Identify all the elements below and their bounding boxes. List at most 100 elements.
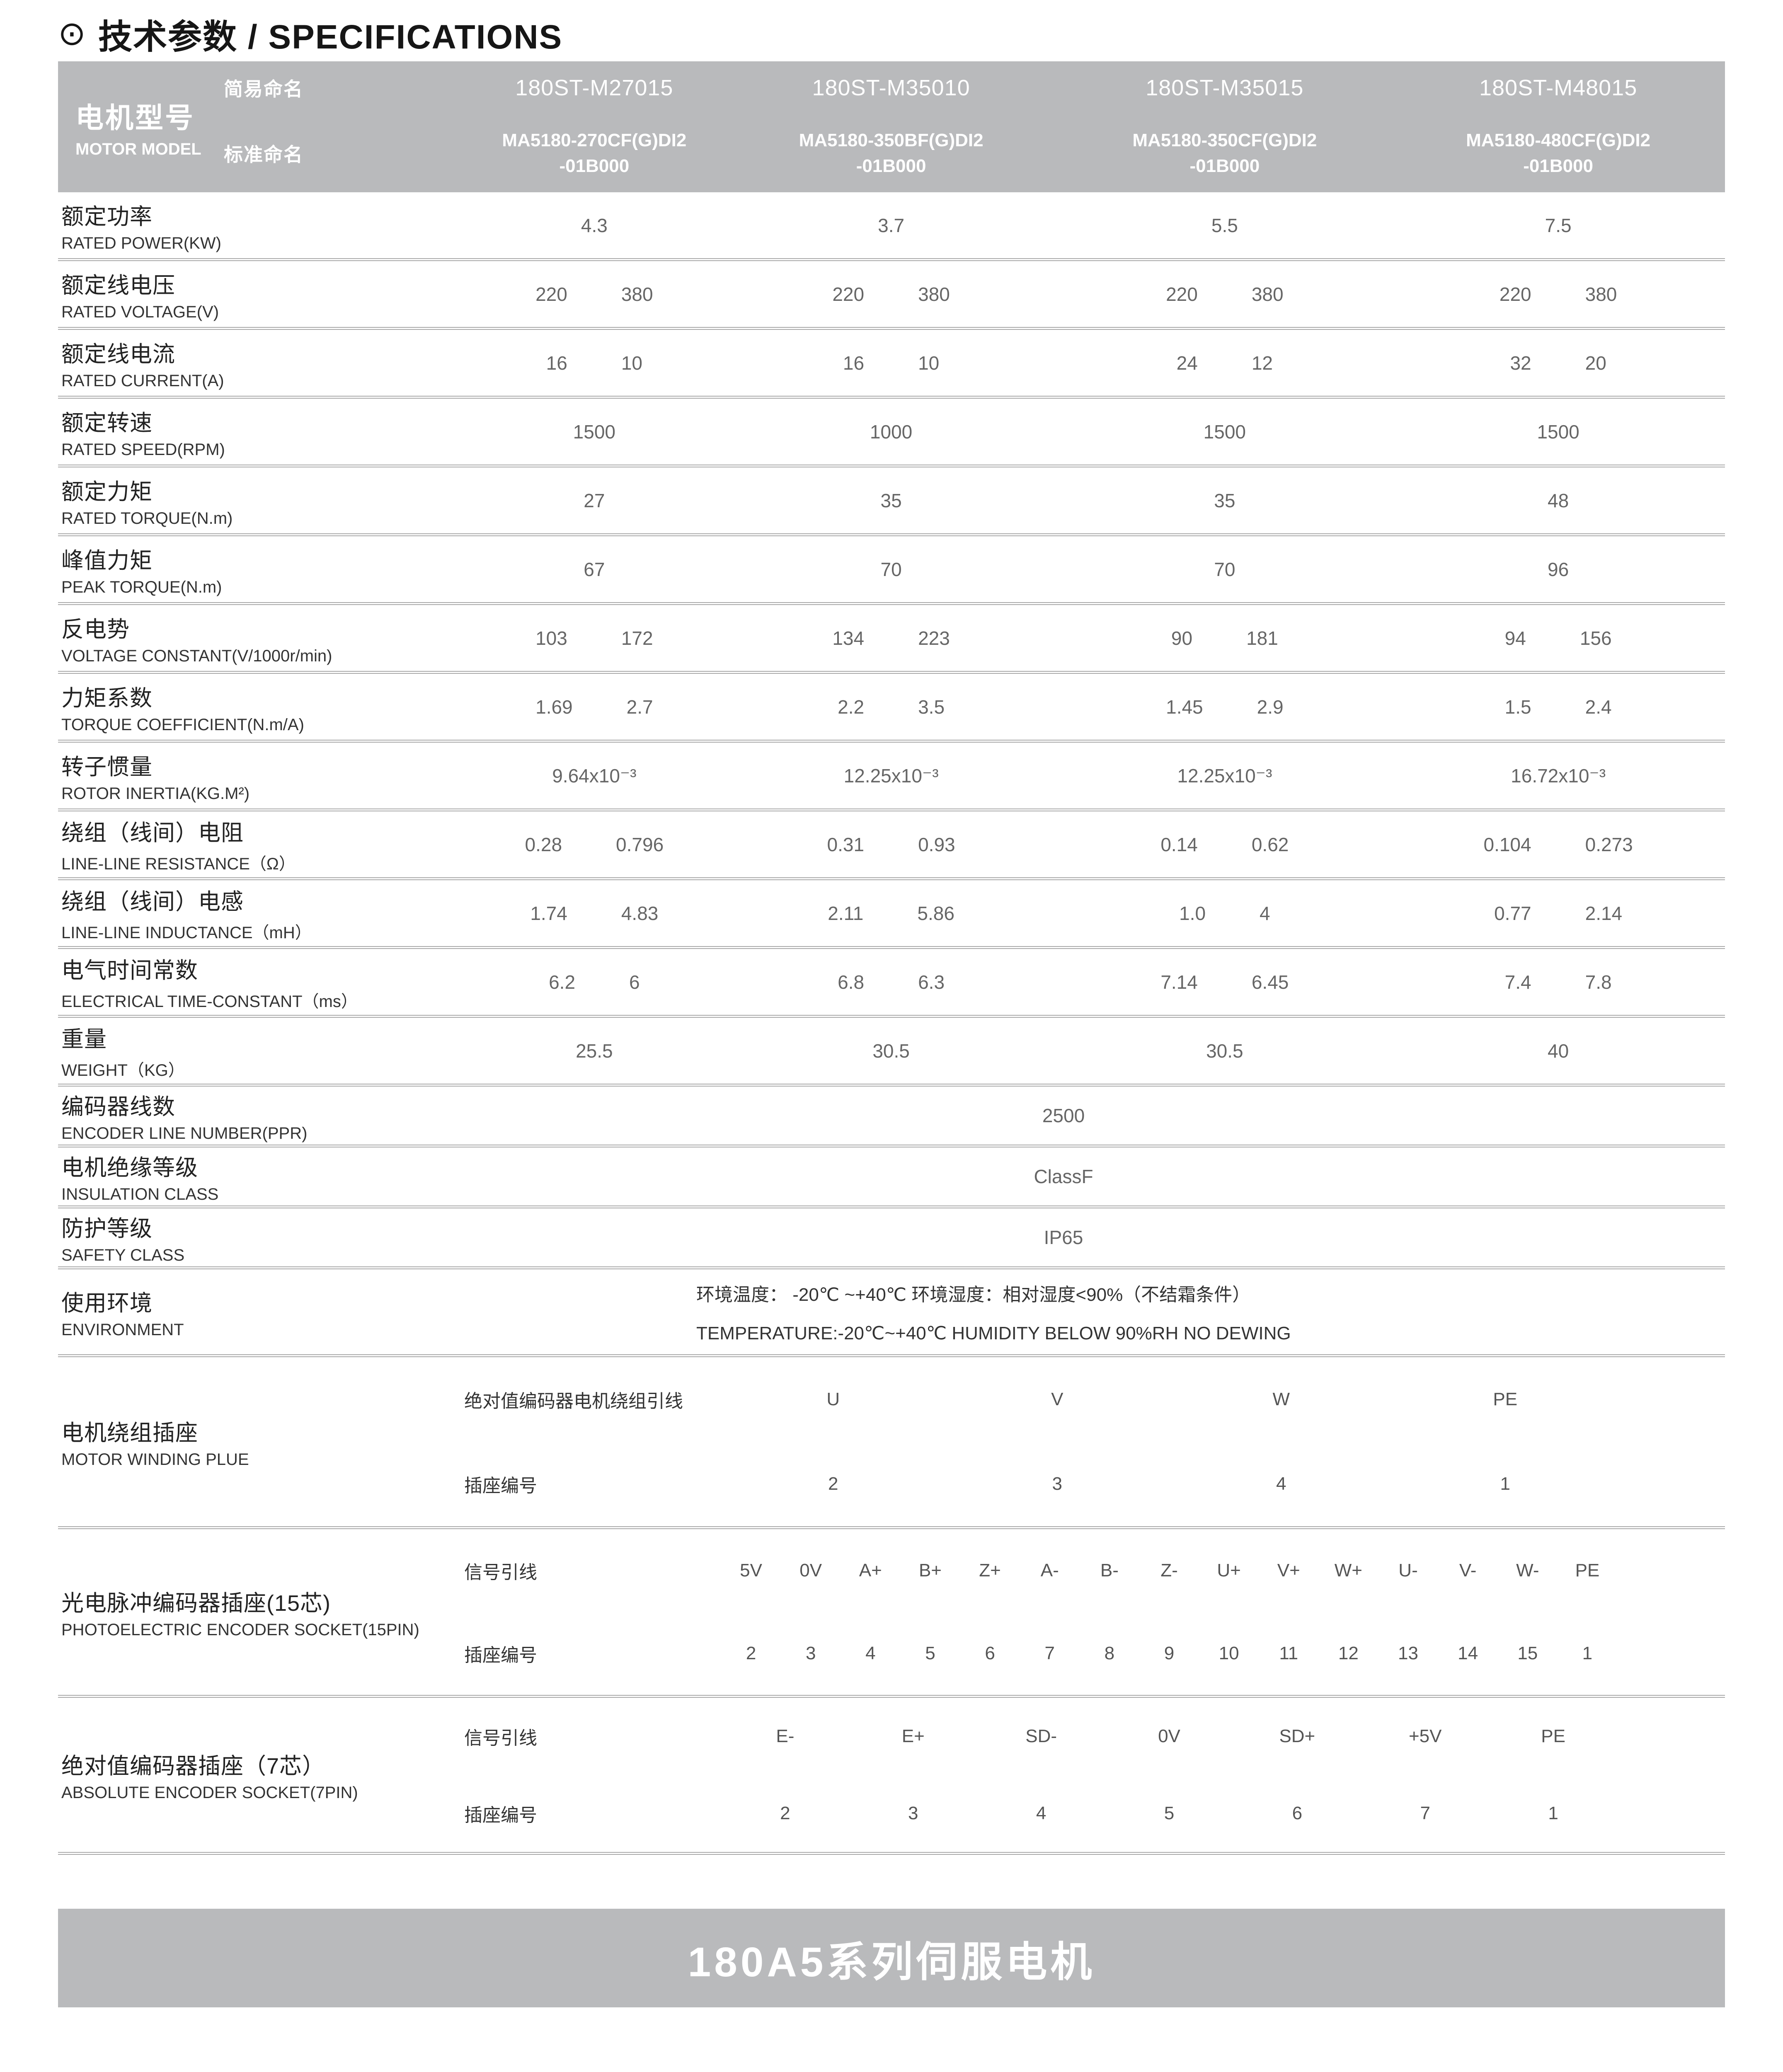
row-label-en: RATED VOLTAGE(V): [61, 303, 219, 321]
spec-value: 1500: [1203, 421, 1246, 443]
spec-value: 1.74: [530, 902, 567, 924]
pin-number: 6: [1292, 1803, 1303, 1823]
row-label-cn: 额定线电流: [61, 341, 175, 367]
spec-cell: 6.8 6.3: [724, 971, 1058, 993]
row-label-cn: 额定力矩: [61, 479, 153, 504]
spec-value: 94: [1504, 627, 1526, 649]
spec-value: 6.45: [1251, 971, 1289, 993]
signal-name: W: [1272, 1389, 1290, 1409]
spec-cell: 12.25x10⁻³: [1058, 765, 1391, 787]
spec-row-weight: 重量 WEIGHT（KG） 25.5 30.5 30.5 40: [58, 1018, 1725, 1087]
row-label-en: INSULATION CLASS: [61, 1185, 219, 1203]
spec-cell: 103 172: [464, 627, 724, 649]
spec-value: 2.4: [1585, 696, 1612, 718]
row-label-cn: 防护等级: [61, 1216, 153, 1241]
spec-value: 12: [1251, 352, 1273, 374]
pin-number: 1: [1548, 1803, 1558, 1823]
row-label-en: ENCODER LINE NUMBER(PPR): [61, 1124, 308, 1143]
spec-value: 2.11: [828, 902, 864, 924]
spec-value: 4.3: [581, 214, 608, 236]
spec-cell: 90 181: [1058, 627, 1391, 649]
spec-cell: 40: [1391, 1040, 1725, 1062]
spec-cell: 0.14 0.62: [1058, 833, 1391, 856]
spec-cell: 32 20: [1391, 352, 1725, 374]
spec-cell: 0.31 0.93: [724, 833, 1058, 856]
row-label-en: PHOTOELECTRIC ENCODER SOCKET(15PIN): [61, 1621, 419, 1639]
spec-value: 48: [1548, 489, 1569, 511]
signal-name: A-: [1040, 1560, 1059, 1581]
spec-value: 4: [1260, 902, 1270, 924]
row-label-cn: 绝对值编码器插座（7芯）: [61, 1754, 325, 1779]
row-label: 使用环境 ENVIRONMENT: [58, 1285, 464, 1339]
spec-value: 6.3: [918, 971, 945, 993]
row-label-en: ENVIRONMENT: [61, 1320, 184, 1339]
spec-value: 223: [918, 627, 950, 649]
row-label: 额定力矩 RATED TORQUE(N.m): [58, 473, 464, 528]
pin-number: 1: [1582, 1643, 1593, 1663]
spec-value: 90: [1171, 627, 1193, 649]
enc15-pins: 2 3 4 5 6 7 8 9 10 11 12 13 14 15 1: [721, 1612, 1725, 1695]
spec-value: 0.104: [1483, 833, 1531, 855]
spec-value: 30.5: [1206, 1040, 1243, 1062]
row-label-en: RATED SPEED(RPM): [61, 440, 225, 459]
standard-name-line2: -01B000: [559, 156, 630, 176]
standard-name-line1: MA5180-480CF(G)DI2: [1466, 130, 1651, 151]
row-label-cn: 电机绕组插座: [61, 1421, 198, 1445]
spec-value: 1.45: [1166, 696, 1203, 718]
motor-model-label-en: MOTOR MODEL: [75, 140, 201, 158]
standard-name-line1: MA5180-270CF(G)DI2: [502, 130, 687, 151]
spec-value: 0.77: [1494, 902, 1531, 924]
signal-name: E-: [776, 1726, 795, 1746]
pin-number: 9: [1164, 1643, 1175, 1663]
spec-cell: 9.64x10⁻³: [464, 765, 724, 787]
spec-cell: 220 380: [1391, 283, 1725, 305]
signal-name: U+: [1217, 1560, 1241, 1581]
pin-number: 5: [1164, 1803, 1175, 1823]
enc15-signals: 5V 0V A+ B+ Z+ A- B- Z- U+ V+ W+ U- V- W- PE: [721, 1529, 1725, 1612]
spec-cell: 1.74 4.83: [464, 902, 724, 925]
pin-number: 1: [1500, 1474, 1510, 1494]
winding-pins: 2 3 4 1: [721, 1442, 1725, 1526]
pin-number: 8: [1104, 1643, 1115, 1663]
row-label: 防护等级 SAFETY CLASS: [58, 1210, 464, 1265]
signal-name: PE: [1493, 1389, 1518, 1409]
spec-value: 1500: [573, 421, 616, 443]
winding-pin-label: 插座编号: [464, 1476, 537, 1496]
spec-cell: 16.72x10⁻³: [1391, 765, 1725, 787]
spec-row-line-resistance: 绕组（线间）电阻 LINE-LINE RESISTANCE（Ω） 0.28 0.79…: [58, 811, 1725, 880]
spec-cell: 1.69 2.7: [464, 696, 724, 718]
row-label-en: TORQUE COEFFICIENT(N.m/A): [61, 715, 304, 734]
enc15-signal-label: 信号引线: [464, 1562, 537, 1583]
signal-name: PE: [1575, 1560, 1600, 1581]
spec-row-rated-current: 额定线电流 RATED CURRENT(A) 16 10 16 10 24 12 32 2…: [58, 330, 1725, 399]
spec-cell: 48: [1391, 489, 1725, 512]
spec-cell: 30.5: [724, 1040, 1058, 1062]
signal-name: U: [826, 1389, 840, 1409]
model-simple-name: 180ST-M35010: [812, 75, 970, 100]
spec-value: 2.2: [838, 696, 865, 718]
spec-value: 40: [1548, 1040, 1569, 1062]
signal-name: W+: [1334, 1560, 1362, 1581]
simple-name-label: 简易命名: [224, 78, 303, 100]
spec-value: 220: [1499, 283, 1531, 305]
spec-value: 1500: [1537, 421, 1580, 443]
row-label: 额定功率 RATED POWER(KW): [58, 198, 464, 253]
signal-name: 0V: [799, 1560, 822, 1581]
spec-value: 35: [880, 489, 902, 511]
encoder-lines-value: 2500: [1042, 1105, 1085, 1126]
winding-signals: U V W PE: [721, 1357, 1725, 1442]
spec-cell: 6.2 6: [464, 971, 724, 993]
series-banner: 180A5系列伺服电机: [58, 1909, 1725, 2007]
insulation-class-value: ClassF: [1034, 1166, 1093, 1187]
section-absolute-encoder-socket: 绝对值编码器插座（7芯） ABSOLUTE ENCODER SOCKET(7PIN…: [58, 1698, 1725, 1855]
spec-value: 1.0: [1179, 902, 1206, 924]
spec-value: 16.72x10⁻³: [1511, 765, 1606, 787]
row-label-cn: 额定功率: [61, 204, 153, 229]
spec-cell: 1.5 2.4: [1391, 696, 1725, 718]
environment-line-en: TEMPERATURE:-20℃~+40℃ HUMIDITY BELOW 90%…: [696, 1323, 1291, 1343]
row-label-cn: 峰值力矩: [61, 548, 153, 573]
environment-conditions: 环境温度： -20℃ ~+40℃ 环境湿度：相对湿度<90%（不结霜条件） TE…: [464, 1280, 1725, 1344]
row-environment: 使用环境 ENVIRONMENT 环境温度： -20℃ ~+40℃ 环境湿度：相对…: [58, 1269, 1725, 1357]
spec-value: 1.69: [535, 696, 573, 718]
